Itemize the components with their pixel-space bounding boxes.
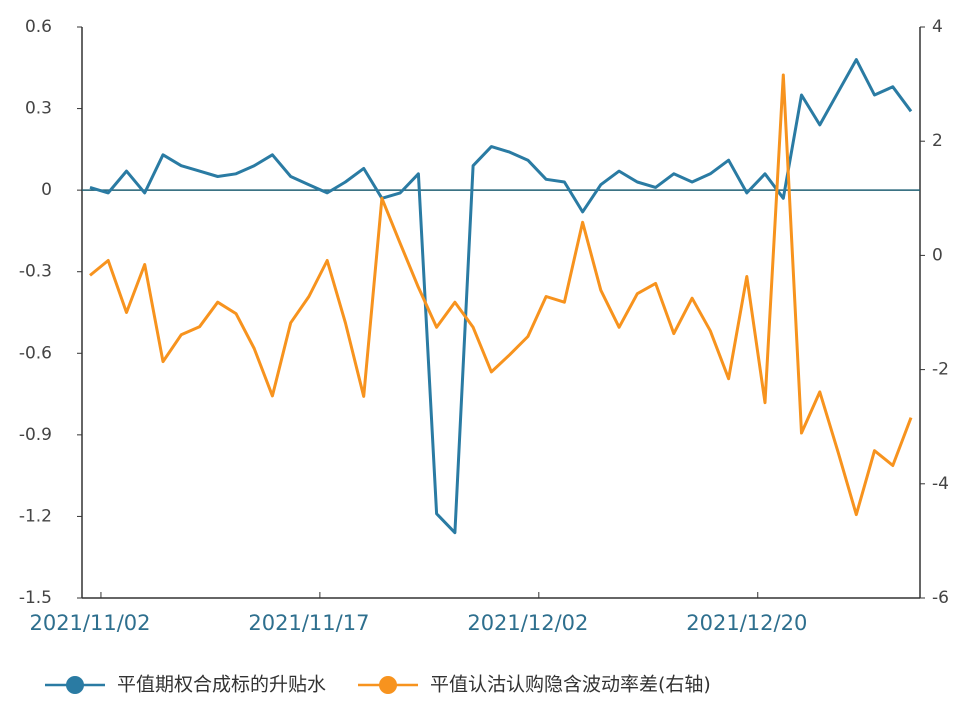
y2-tick-label: -4 xyxy=(932,474,949,494)
y-tick-label: 0.6 xyxy=(25,17,52,37)
y2-tick-label: 4 xyxy=(932,17,943,37)
y-tick-label: -0.3 xyxy=(19,262,52,282)
y-tick-label: -0.9 xyxy=(19,425,52,445)
y2-tick-label: 0 xyxy=(932,245,943,265)
y2-tick-label: -2 xyxy=(932,360,949,380)
legend-label: 平值期权合成标的升贴水 xyxy=(117,674,326,696)
y-tick-label: -0.6 xyxy=(19,343,52,363)
series-line xyxy=(89,73,913,517)
x-tick-label: 2021/11/17 xyxy=(248,611,369,635)
legend-marker xyxy=(379,676,398,694)
x-tick-label: 2021/11/02 xyxy=(29,611,150,635)
y-tick-label: -1.5 xyxy=(19,588,52,608)
x-tick-label: 2021/12/02 xyxy=(467,611,588,635)
x-tick-label: 2021/12/20 xyxy=(686,611,807,635)
y2-tick-label: 2 xyxy=(932,131,943,151)
legend-marker xyxy=(66,676,84,694)
y-tick-label: -1.2 xyxy=(19,506,52,526)
series-line xyxy=(89,58,913,535)
legend-label: 平值认沽认购隐含波动率差(右轴) xyxy=(430,674,711,696)
y-tick-label: 0.3 xyxy=(25,99,52,119)
y-tick-label: 0 xyxy=(41,180,52,200)
y2-tick-label: -6 xyxy=(932,588,949,608)
